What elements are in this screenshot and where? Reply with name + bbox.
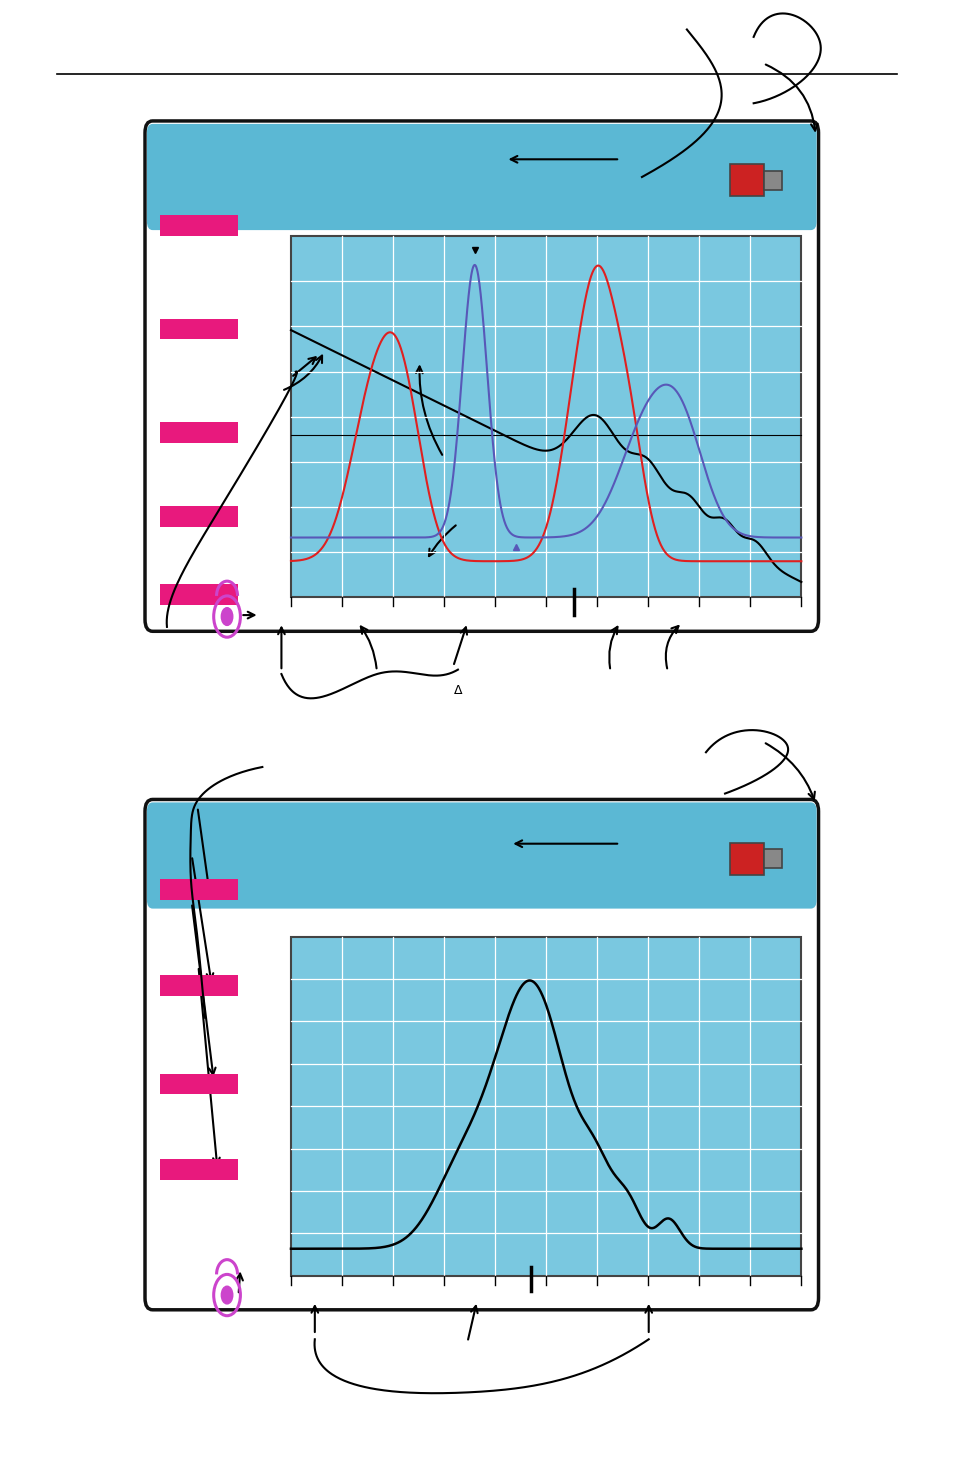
Bar [160,215,238,236]
Text: Δ: Δ [454,684,461,696]
Circle shape [221,1286,233,1304]
Bar [160,1159,238,1180]
Bar [153,181,809,221]
Bar [153,813,809,900]
Bar [729,842,763,875]
Bar [763,171,781,190]
Bar [160,422,238,442]
Bar [763,850,781,869]
FancyBboxPatch shape [147,802,816,909]
Bar [153,860,809,900]
Bar [160,319,238,339]
Bar [160,506,238,527]
Bar [160,975,238,996]
Bar [160,1074,238,1094]
Circle shape [221,608,233,625]
Bar [160,584,238,605]
Bar [291,937,801,1276]
Bar [153,134,809,221]
FancyBboxPatch shape [147,124,816,230]
FancyBboxPatch shape [145,121,818,631]
Bar [291,236,801,597]
Bar [729,164,763,196]
Bar [160,879,238,900]
FancyBboxPatch shape [145,799,818,1310]
